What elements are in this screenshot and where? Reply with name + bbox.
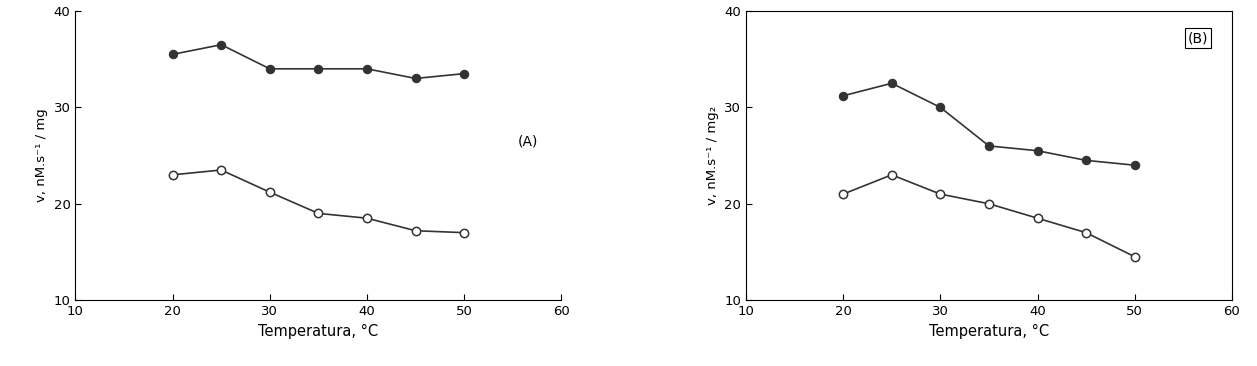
Y-axis label: v, nM.s⁻¹ / mg₂: v, nM.s⁻¹ / mg₂ bbox=[705, 106, 719, 205]
Y-axis label: v, nM.s⁻¹ / mg: v, nM.s⁻¹ / mg bbox=[35, 109, 48, 202]
Text: (B): (B) bbox=[1188, 31, 1209, 45]
Text: (A): (A) bbox=[518, 134, 538, 148]
X-axis label: Temperatura, °C: Temperatura, °C bbox=[258, 324, 378, 339]
X-axis label: Temperatura, °C: Temperatura, °C bbox=[929, 324, 1050, 339]
